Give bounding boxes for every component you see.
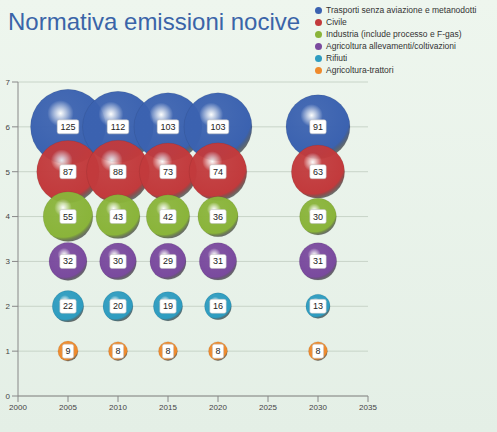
svg-text:2015: 2015 [159, 403, 177, 412]
svg-text:0: 0 [8, 392, 11, 401]
svg-text:1: 1 [8, 347, 11, 356]
svg-text:2000: 2000 [9, 403, 27, 412]
svg-text:43: 43 [113, 212, 123, 222]
html-text:Agricoltura allevamenti/coltiv: Agricoltura allevamenti/coltivazioni [326, 41, 456, 51]
svg-text:55: 55 [63, 212, 73, 222]
html-text:Trasporti senza aviazione e me: Trasporti senza aviazione e metanodotti [326, 5, 477, 15]
svg-text:8: 8 [165, 346, 170, 356]
svg-text:74: 74 [213, 167, 223, 177]
svg-text:8: 8 [115, 346, 120, 356]
svg-text:42: 42 [163, 212, 173, 222]
svg-text:30: 30 [313, 212, 323, 222]
svg-text:13: 13 [313, 301, 323, 311]
svg-text:30: 30 [113, 256, 123, 266]
svg-text:2010: 2010 [109, 403, 127, 412]
svg-text:8: 8 [215, 346, 220, 356]
svg-text:2020: 2020 [209, 403, 227, 412]
svg-text:31: 31 [313, 256, 323, 266]
svg-text:103: 103 [160, 122, 175, 132]
html-text:Agricoltura-trattori: Agricoltura-trattori [326, 65, 394, 75]
svg-text:29: 29 [163, 256, 173, 266]
svg-text:36: 36 [213, 212, 223, 222]
svg-text:2: 2 [8, 302, 11, 311]
svg-text:22: 22 [63, 301, 73, 311]
svg-text:20: 20 [113, 301, 123, 311]
svg-text:2035: 2035 [359, 403, 377, 412]
html-text:Normativa emissioni nocive: Normativa emissioni nocive [8, 8, 301, 35]
svg-text:125: 125 [60, 122, 75, 132]
svg-text:9: 9 [65, 346, 70, 356]
svg-text:4: 4 [8, 212, 11, 221]
html-text:Industria (include processo e: Industria (include processo e F-gas) [326, 29, 462, 39]
html-text:Rifiuti: Rifiuti [326, 53, 348, 63]
svg-text:32: 32 [63, 256, 73, 266]
svg-text:5: 5 [8, 168, 11, 177]
svg-text:19: 19 [163, 301, 173, 311]
svg-text:112: 112 [111, 122, 125, 132]
svg-text:2025: 2025 [259, 403, 277, 412]
svg-text:3: 3 [8, 257, 11, 266]
svg-text:2005: 2005 [59, 403, 77, 412]
svg-text:7: 7 [8, 78, 11, 87]
svg-text:6: 6 [8, 123, 11, 132]
svg-text:63: 63 [313, 167, 323, 177]
svg-text:87: 87 [63, 167, 73, 177]
svg-text:91: 91 [313, 122, 323, 132]
svg-text:88: 88 [113, 167, 123, 177]
svg-text:73: 73 [163, 167, 173, 177]
html-text:Civile: Civile [326, 17, 347, 27]
svg-text:31: 31 [213, 256, 223, 266]
svg-text:16: 16 [213, 301, 223, 311]
svg-text:8: 8 [315, 346, 320, 356]
svg-text:103: 103 [210, 122, 225, 132]
svg-text:2030: 2030 [309, 403, 327, 412]
